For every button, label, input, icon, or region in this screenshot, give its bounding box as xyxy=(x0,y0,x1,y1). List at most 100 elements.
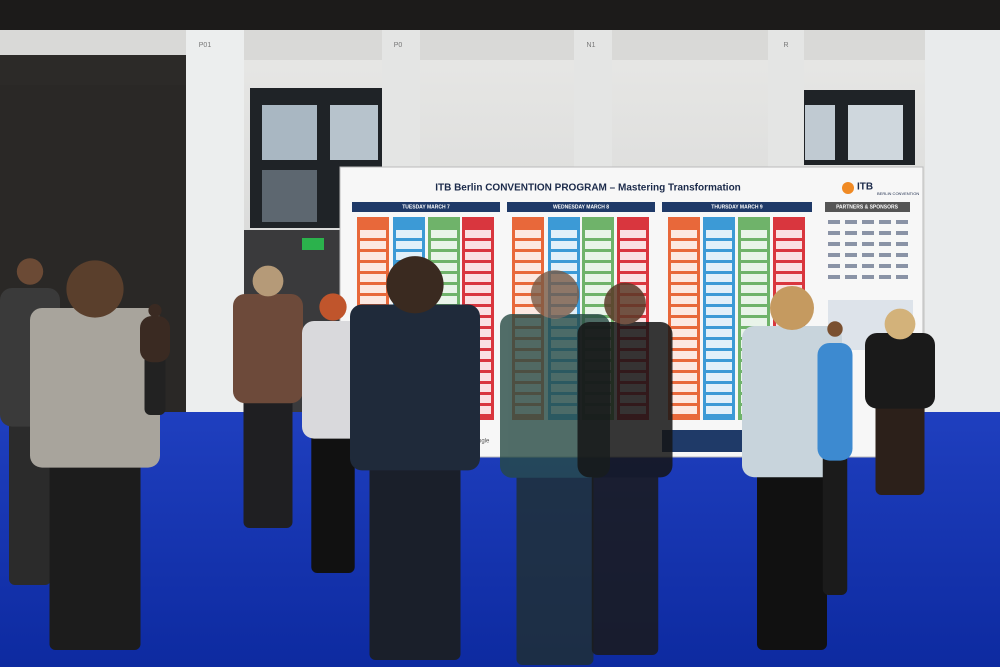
day-header-bar xyxy=(662,202,812,212)
beam-shadow xyxy=(0,55,190,85)
session-card xyxy=(741,252,767,260)
footer-sponsor: Google xyxy=(470,439,490,445)
session-card xyxy=(671,373,697,381)
head xyxy=(148,303,162,318)
window-left xyxy=(250,88,382,228)
legs xyxy=(591,451,659,655)
sponsor-logo xyxy=(862,253,874,257)
person xyxy=(817,321,853,595)
legs xyxy=(516,450,594,665)
session-card xyxy=(776,241,802,249)
sponsor-logo xyxy=(896,253,908,257)
session-card xyxy=(741,263,767,271)
session-card xyxy=(551,241,577,249)
session-card xyxy=(431,274,457,282)
head xyxy=(16,258,44,285)
session-card xyxy=(465,230,491,238)
sponsor-logo xyxy=(879,275,891,279)
sponsor-logo xyxy=(862,264,874,268)
session-card xyxy=(585,307,611,315)
session-card xyxy=(741,230,767,238)
pillar xyxy=(925,30,1000,420)
people xyxy=(0,256,935,665)
sponsor-logo xyxy=(845,275,857,279)
session-card xyxy=(776,252,802,260)
torso xyxy=(742,326,842,478)
session-card xyxy=(620,230,646,238)
session-card xyxy=(671,285,697,293)
sponsor-logo xyxy=(845,253,857,257)
sponsor-logo xyxy=(845,264,857,268)
session-card xyxy=(671,329,697,337)
wifi-box xyxy=(662,430,742,452)
session-card xyxy=(706,252,732,260)
sponsor-logo xyxy=(828,253,840,257)
session-card xyxy=(706,285,732,293)
sponsor-logo xyxy=(896,220,908,224)
day-header: TUESDAY MARCH 7 xyxy=(402,204,450,210)
sponsor-logo xyxy=(862,275,874,279)
session-card xyxy=(551,263,577,271)
session-card xyxy=(585,252,611,260)
session-card xyxy=(431,230,457,238)
session-card xyxy=(776,230,802,238)
session-card xyxy=(706,362,732,370)
sponsor-logo xyxy=(828,275,840,279)
session-card xyxy=(671,384,697,392)
pillar-label: N1 xyxy=(587,42,596,49)
session-card xyxy=(360,285,386,293)
session-card xyxy=(741,307,767,315)
legs xyxy=(144,354,166,415)
sponsor-logo xyxy=(828,242,840,246)
head xyxy=(319,293,347,321)
day-header-bar xyxy=(507,202,655,212)
torso xyxy=(140,316,170,363)
sponsor-logo xyxy=(828,231,840,235)
torso xyxy=(577,322,673,478)
session-card xyxy=(671,296,697,304)
pillar xyxy=(574,30,612,170)
person xyxy=(140,303,170,415)
legs xyxy=(875,396,925,495)
session-card xyxy=(431,296,457,304)
session-card xyxy=(620,241,646,249)
sponsor-logo xyxy=(896,231,908,235)
session-card xyxy=(360,274,386,282)
head xyxy=(770,286,814,330)
session-card xyxy=(741,285,767,293)
session-card xyxy=(360,241,386,249)
session-card xyxy=(706,351,732,359)
sponsor-logo xyxy=(896,242,908,246)
legs xyxy=(243,385,293,528)
session-card xyxy=(465,241,491,249)
torso xyxy=(865,333,935,409)
day-header-bar xyxy=(352,202,500,212)
partners-header: PARTNERS & SPONSORS xyxy=(836,204,899,210)
head xyxy=(252,265,284,297)
session-card xyxy=(620,263,646,271)
session-card xyxy=(671,230,697,238)
session-card xyxy=(776,263,802,271)
head xyxy=(884,308,916,340)
session-card xyxy=(585,285,611,293)
sponsor-logo xyxy=(879,231,891,235)
sponsor-logo xyxy=(879,242,891,246)
person xyxy=(30,260,160,650)
session-card xyxy=(585,274,611,282)
legs xyxy=(822,441,848,595)
torso xyxy=(350,304,480,471)
day-header: THURSDAY MARCH 9 xyxy=(711,204,763,210)
sponsor-logo xyxy=(896,275,908,279)
session-card xyxy=(585,263,611,271)
pillar xyxy=(382,30,420,170)
session-card xyxy=(620,252,646,260)
session-card xyxy=(465,252,491,260)
pillar xyxy=(768,30,804,170)
session-card xyxy=(671,318,697,326)
session-card xyxy=(585,230,611,238)
sponsor-logo xyxy=(879,253,891,257)
session-card xyxy=(585,296,611,304)
session-card xyxy=(706,274,732,282)
legs xyxy=(49,441,141,650)
